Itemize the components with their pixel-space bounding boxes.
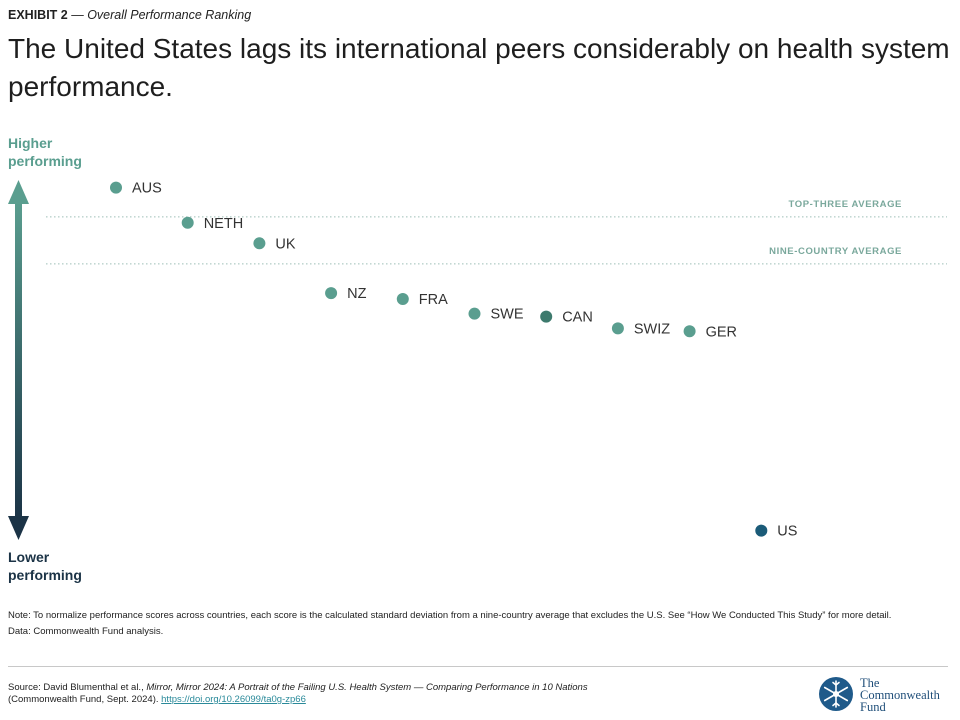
exhibit-number: EXHIBIT 2 (8, 8, 68, 22)
performance-arrow (8, 180, 29, 540)
point-label-nz: NZ (347, 286, 366, 302)
logo-wordmark: The Commonwealth Fund (860, 676, 940, 714)
point-label-aus: AUS (132, 181, 162, 197)
source-doi-link[interactable]: https://doi.org/10.26099/ta0g-zp66 (161, 694, 306, 705)
higher-performing-label: Higher performing (8, 135, 82, 169)
point-fra (396, 293, 409, 306)
point-swe (468, 307, 481, 320)
point-us (755, 524, 768, 537)
point-label-swiz: SWIZ (634, 321, 670, 337)
reference-line-label-0: TOP-THREE AVERAGE (789, 199, 902, 210)
headline: The United States lags its international… (8, 33, 950, 102)
point-label-fra: FRA (419, 292, 448, 308)
point-label-swe: SWE (491, 307, 524, 323)
commonwealth-fund-logo: The Commonwealth Fund (818, 676, 958, 716)
snowflake-icon (819, 677, 853, 711)
point-label-neth: NETH (204, 216, 243, 232)
point-uk (253, 237, 266, 250)
notes: Note: To normalize performance scores ac… (8, 610, 948, 638)
methodology-note: Note: To normalize performance scores ac… (8, 610, 892, 621)
point-label-can: CAN (562, 310, 593, 326)
source-suffix: (Commonwealth Fund, Sept. 2024). (8, 694, 162, 705)
logo-line-2: Commonwealth (860, 688, 940, 702)
exhibit-subtitle: Overall Performance Ranking (87, 8, 252, 22)
source-title: Mirror, Mirror 2024: A Portrait of the F… (146, 682, 588, 693)
data-source: Data: Commonwealth Fund analysis. (8, 626, 164, 637)
point-ger (683, 325, 696, 338)
exhibit-separator: — (67, 8, 88, 22)
source-prefix: Source: David Blumenthal et al., (8, 682, 147, 693)
source-citation: Source: David Blumenthal et al., Mirror,… (8, 682, 798, 706)
divider (8, 666, 948, 667)
point-swiz (611, 322, 624, 335)
point-neth (181, 216, 194, 229)
logo-line-3: Fund (860, 700, 886, 714)
point-label-us: US (777, 524, 797, 540)
point-label-uk: UK (275, 236, 295, 252)
point-aus (110, 181, 122, 194)
point-nz (325, 287, 338, 300)
exhibit-label: EXHIBIT 2 — Overall Performance Ranking (8, 8, 251, 22)
reference-line-label-1: NINE-COUNTRY AVERAGE (769, 246, 902, 257)
point-can (540, 310, 553, 323)
point-label-ger: GER (706, 324, 737, 340)
lower-performing-label: Lower performing (8, 549, 82, 583)
logo-line-1: The (860, 676, 880, 690)
